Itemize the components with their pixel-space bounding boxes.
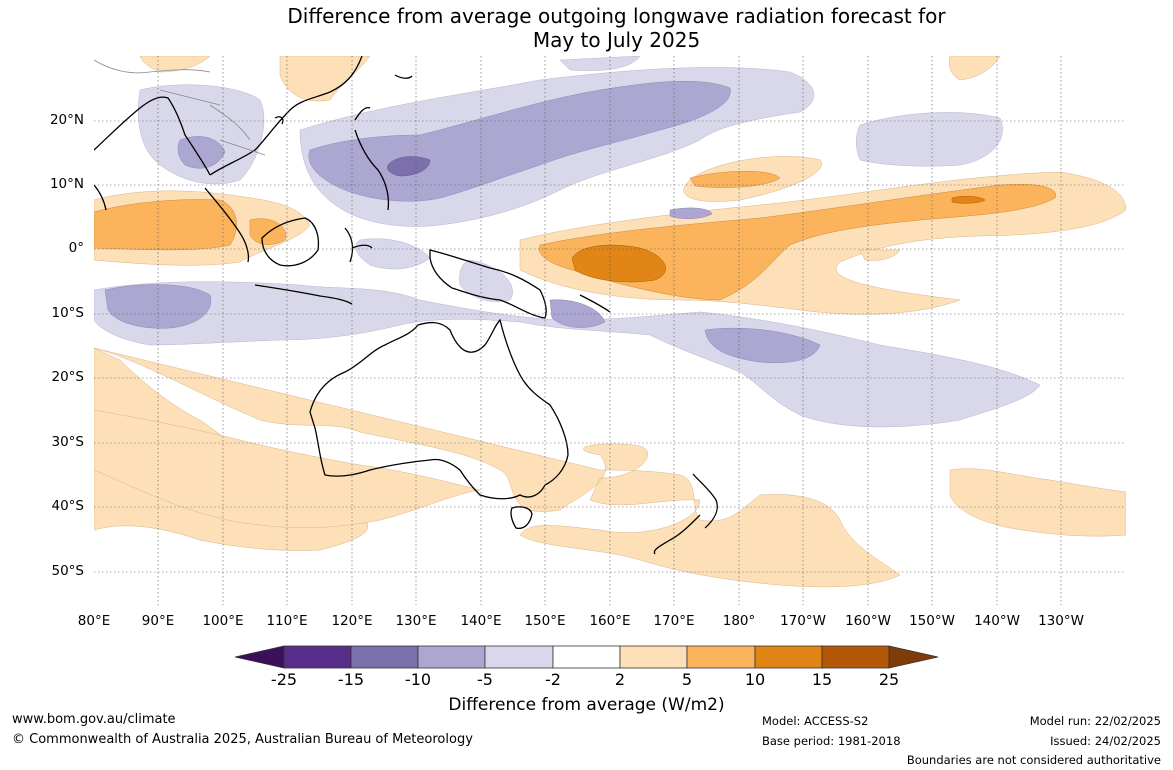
model-run-date: Model run: 22/02/2025	[1029, 714, 1161, 728]
graticule	[94, 56, 1126, 605]
colorbar-title: Difference from average (W/m2)	[448, 695, 725, 715]
sulawesi-coastline	[344, 227, 373, 263]
lat-label-10s: 10°S	[51, 305, 85, 321]
colorbar-tick-label: 5	[681, 670, 693, 689]
lat-label-30s: 30°S	[51, 434, 85, 450]
philippines-coastline	[354, 129, 390, 211]
colorbar-tick-label: -5	[477, 670, 493, 689]
colorbar-tick-label: 25	[878, 670, 900, 689]
colorbar-tick-label: -10	[404, 670, 432, 689]
hainan-taiwan-coastline	[274, 106, 371, 125]
website-link[interactable]: www.bom.gov.au/climate	[12, 712, 176, 727]
lon-label-80e: 80°E	[77, 613, 111, 629]
lon-label-140e: 140°E	[460, 613, 502, 629]
map-title-line2: May to July 2025	[532, 28, 701, 52]
boundaries-disclaimer: Boundaries are not considered authoritat…	[906, 753, 1161, 767]
colorbar-segment-6	[619, 645, 688, 669]
colorbar-tick-label: -25	[270, 670, 298, 689]
lat-label-40s: 40°S	[51, 498, 85, 514]
lon-label-170e: 170°E	[653, 613, 695, 629]
lon-label-160w: 160°W	[845, 613, 891, 629]
model-name: Model: ACCESS-S2	[762, 714, 869, 728]
india-coastline	[94, 184, 107, 211]
new-guinea-coastline	[429, 249, 547, 319]
positive-anomaly-strong-fill	[571, 196, 986, 283]
country-borders	[94, 59, 266, 156]
colorbar-tick-label: 2	[614, 670, 626, 689]
lat-label-20s: 20°S	[51, 369, 85, 385]
colorbar-segment-1	[283, 645, 352, 669]
lat-label-50s: 50°S	[51, 563, 85, 579]
colorbar-high-extension	[888, 645, 939, 669]
base-period: Base period: 1981-2018	[762, 734, 901, 748]
colorbar-segment-3	[417, 645, 486, 669]
lon-label-130w: 130°W	[1038, 613, 1084, 629]
mainland-asia-coastline	[94, 56, 363, 176]
java-coastline	[254, 284, 353, 305]
colorbar-segment-2	[350, 645, 419, 669]
colorbar-segment-7	[686, 645, 756, 669]
colorbar-tick-label: -15	[337, 670, 365, 689]
new-zealand-coastline	[653, 473, 718, 555]
colorbar-tick-label: 15	[811, 670, 833, 689]
lat-label-20n: 20°N	[49, 112, 84, 128]
coastlines	[94, 56, 718, 555]
colorbar-segment-8	[754, 645, 823, 669]
positive-anomaly-medium-fill	[94, 171, 1056, 301]
issued-date: Issued: 24/02/2025	[1050, 734, 1161, 748]
colorbar-tick-label: -2	[545, 670, 561, 689]
lon-label-140w: 140°W	[974, 613, 1020, 629]
colorbar-tick-label: 10	[744, 670, 766, 689]
lon-label-170w: 170°W	[780, 613, 826, 629]
negative-anomaly-strong-fill	[387, 156, 431, 177]
lon-label-150w: 150°W	[909, 613, 955, 629]
lat-label-10n: 10°N	[49, 176, 84, 192]
lon-label-180: 180°	[722, 613, 756, 629]
colorbar-segment-5	[552, 645, 621, 669]
borneo-coastline	[261, 217, 320, 267]
lon-label-110e: 110°E	[266, 613, 308, 629]
colorbar-low-extension	[234, 645, 285, 669]
lon-label-160e: 160°E	[589, 613, 631, 629]
japan-coastline	[394, 74, 413, 79]
colorbar-segment-4	[484, 645, 554, 669]
lon-label-130e: 130°E	[395, 613, 437, 629]
lon-label-90e: 90°E	[141, 613, 175, 629]
australia-coastline	[309, 318, 569, 500]
solomon-islands-coastline	[579, 294, 611, 313]
sumatra-coastline	[204, 187, 250, 263]
lat-label-equator: 0°	[68, 240, 84, 256]
map-title-line1: Difference from average outgoing longwav…	[287, 4, 946, 28]
lon-label-150e: 150°E	[524, 613, 566, 629]
copyright-text: © Commonwealth of Australia 2025, Austra…	[12, 732, 473, 747]
lon-label-120e: 120°E	[331, 613, 373, 629]
colorbar-segment-9	[821, 645, 890, 669]
lon-label-100e: 100°E	[202, 613, 244, 629]
